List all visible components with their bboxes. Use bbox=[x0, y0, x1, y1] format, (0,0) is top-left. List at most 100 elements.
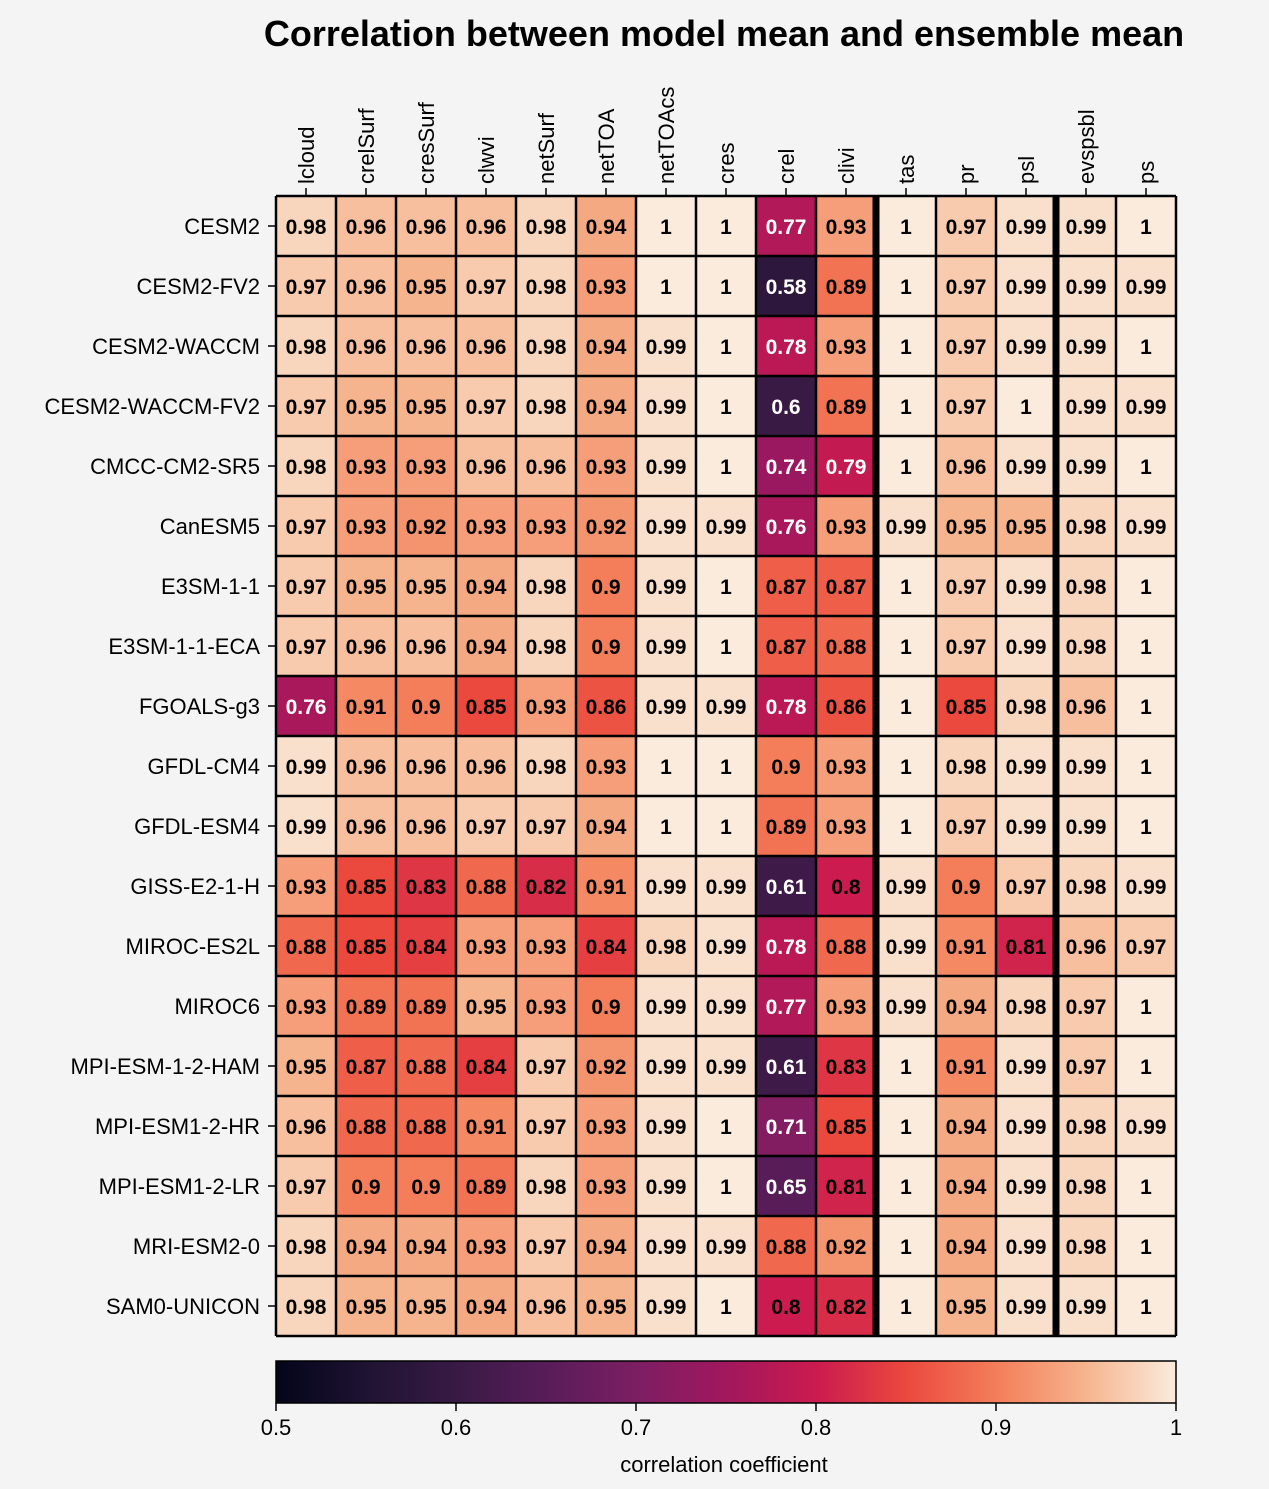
heatmap-cell bbox=[996, 1036, 1056, 1096]
cell-value-label: 0.92 bbox=[826, 1236, 867, 1259]
heatmap-cell bbox=[516, 856, 576, 916]
heatmap-cell bbox=[996, 556, 1056, 616]
cell-value-label: 0.98 bbox=[946, 756, 987, 779]
heatmap-cell bbox=[936, 916, 996, 976]
cell-value-label: 0.85 bbox=[346, 936, 387, 959]
cell-value-label: 1 bbox=[900, 1176, 912, 1199]
heatmap-cell bbox=[276, 1036, 336, 1096]
heatmap-cell bbox=[696, 1156, 756, 1216]
heatmap-cell bbox=[876, 316, 936, 376]
heatmap-cell bbox=[396, 796, 456, 856]
cell-value-label: 0.92 bbox=[586, 1056, 627, 1079]
heatmap-cell bbox=[1056, 496, 1116, 556]
heatmap-cell bbox=[1056, 436, 1116, 496]
cell-value-label: 0.99 bbox=[1066, 396, 1107, 419]
cell-value-label: 0.99 bbox=[1066, 756, 1107, 779]
heatmap-cell bbox=[1116, 316, 1176, 376]
cell-value-label: 0.99 bbox=[1066, 276, 1107, 299]
cell-value-label: 0.94 bbox=[586, 1236, 627, 1259]
heatmap-cell bbox=[576, 856, 636, 916]
heatmap-cell bbox=[1116, 1036, 1176, 1096]
heatmap-cell bbox=[396, 196, 456, 256]
cell-value-label: 0.99 bbox=[706, 516, 747, 539]
cell-value-label: 0.99 bbox=[1066, 216, 1107, 239]
heatmap-cell bbox=[396, 1156, 456, 1216]
cell-value-label: 0.71 bbox=[766, 1116, 807, 1139]
heatmap-cell bbox=[996, 1216, 1056, 1276]
cell-value-label: 0.9 bbox=[771, 756, 800, 779]
heatmap-cell bbox=[336, 436, 396, 496]
cell-value-label: 1 bbox=[900, 1056, 912, 1079]
heatmap-cell bbox=[456, 1036, 516, 1096]
cell-value-label: 0.94 bbox=[346, 1236, 387, 1259]
cell-value-label: 0.82 bbox=[826, 1296, 867, 1319]
heatmap-cell bbox=[816, 1096, 876, 1156]
cell-value-label: 0.87 bbox=[346, 1056, 387, 1079]
cell-value-label: 1 bbox=[720, 636, 732, 659]
heatmap-cell bbox=[336, 196, 396, 256]
row-label: FGOALS-g3 bbox=[139, 694, 260, 719]
cell-value-label: 0.99 bbox=[1066, 336, 1107, 359]
cell-value-label: 0.99 bbox=[1126, 276, 1167, 299]
heatmap-cell bbox=[636, 256, 696, 316]
cell-value-label: 0.97 bbox=[286, 516, 327, 539]
heatmap-cell bbox=[636, 856, 696, 916]
cell-value-label: 0.94 bbox=[586, 336, 627, 359]
colorbar-tick-label: 0.9 bbox=[981, 1415, 1012, 1440]
cell-value-label: 0.96 bbox=[346, 756, 387, 779]
cell-value-label: 0.85 bbox=[826, 1116, 867, 1139]
heatmap-cell bbox=[816, 376, 876, 436]
colorbar-tick-label: 0.5 bbox=[261, 1415, 292, 1440]
colorbar-tick-label: 0.7 bbox=[621, 1415, 652, 1440]
cell-value-label: 0.99 bbox=[1126, 876, 1167, 899]
heatmap-cell bbox=[396, 736, 456, 796]
heatmap-cells: 0.98 0.96 0.96 0.96 0.98 0.94 1 1 0.77 0.93 1 0.97 0… bbox=[276, 196, 1176, 1336]
heatmap-cell bbox=[576, 256, 636, 316]
heatmap-cell bbox=[1056, 856, 1116, 916]
cell-value-label: 1 bbox=[720, 1116, 732, 1139]
heatmap-cell bbox=[936, 856, 996, 916]
cell-value-label: 0.9 bbox=[591, 636, 620, 659]
cell-value-label: 1 bbox=[1020, 396, 1032, 419]
cell-value-label: 0.93 bbox=[526, 516, 567, 539]
heatmap-cell bbox=[876, 1036, 936, 1096]
heatmap-cell bbox=[816, 496, 876, 556]
cell-value-label: 1 bbox=[720, 1296, 732, 1319]
heatmap-cell bbox=[936, 736, 996, 796]
heatmap-cell bbox=[696, 1276, 756, 1336]
cell-value-label: 0.96 bbox=[286, 1116, 327, 1139]
heatmap-cell bbox=[696, 1096, 756, 1156]
heatmap-cell bbox=[936, 1216, 996, 1276]
heatmap-cell bbox=[1056, 1276, 1116, 1336]
cell-value-label: 1 bbox=[720, 336, 732, 359]
cell-value-label: 0.97 bbox=[526, 1236, 567, 1259]
heatmap-cell bbox=[576, 916, 636, 976]
cell-value-label: 0.97 bbox=[466, 396, 507, 419]
heatmap-cell bbox=[756, 1096, 816, 1156]
column-label: netTOA bbox=[594, 108, 619, 184]
cell-value-label: 0.74 bbox=[766, 456, 807, 479]
heatmap-cell bbox=[1116, 616, 1176, 676]
cell-value-label: 0.96 bbox=[346, 816, 387, 839]
heatmap-cell bbox=[336, 556, 396, 616]
cell-value-label: 0.94 bbox=[466, 1296, 507, 1319]
cell-value-label: 1 bbox=[1140, 636, 1152, 659]
cell-value-label: 0.96 bbox=[526, 1296, 567, 1319]
cell-value-label: 0.95 bbox=[406, 396, 447, 419]
heatmap-cell bbox=[456, 1276, 516, 1336]
heatmap-cell bbox=[696, 436, 756, 496]
cell-value-label: 0.99 bbox=[706, 876, 747, 899]
cell-value-label: 0.96 bbox=[406, 816, 447, 839]
cell-value-label: 0.99 bbox=[646, 396, 687, 419]
heatmap-cell bbox=[1116, 856, 1176, 916]
heatmap-cell bbox=[1116, 796, 1176, 856]
heatmap-cell bbox=[816, 976, 876, 1036]
heatmap-cell bbox=[636, 976, 696, 1036]
cell-value-label: 0.99 bbox=[706, 996, 747, 1019]
row-label: E3SM-1-1 bbox=[161, 574, 260, 599]
heatmap-cell bbox=[1116, 976, 1176, 1036]
cell-value-label: 0.94 bbox=[946, 1176, 987, 1199]
heatmap-cell bbox=[336, 1276, 396, 1336]
cell-value-label: 0.99 bbox=[1126, 1116, 1167, 1139]
heatmap-cell bbox=[456, 796, 516, 856]
